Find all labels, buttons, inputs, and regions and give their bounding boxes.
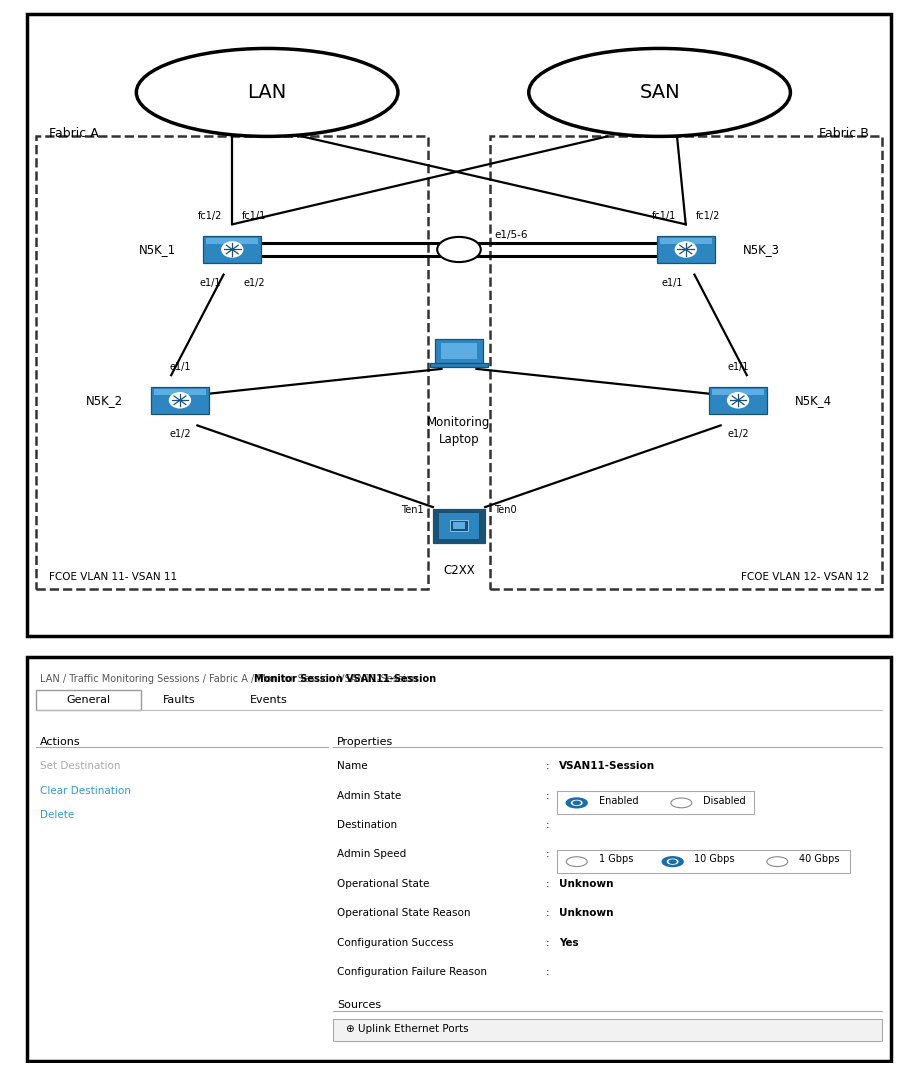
Text: 1 Gbps: 1 Gbps [599,854,633,865]
Text: Configuration Failure Reason: Configuration Failure Reason [337,967,487,977]
Text: e1/2: e1/2 [243,278,265,288]
Text: Ten0: Ten0 [494,505,517,516]
Text: Faults: Faults [162,695,196,705]
Text: Ten1: Ten1 [401,505,424,516]
Text: fc1/2: fc1/2 [695,212,720,221]
Text: Delete: Delete [40,810,74,821]
Text: Set Destination: Set Destination [40,761,121,771]
Text: Fabric A: Fabric A [50,127,99,140]
Text: Name: Name [337,761,367,771]
FancyBboxPatch shape [28,657,890,1061]
Text: Fabric B: Fabric B [819,127,869,140]
Circle shape [728,393,748,408]
Text: :: : [546,879,550,889]
FancyBboxPatch shape [451,520,467,532]
Circle shape [170,393,190,408]
FancyBboxPatch shape [453,522,465,529]
Text: Unknown: Unknown [559,879,614,889]
Circle shape [662,857,683,867]
Circle shape [669,860,677,863]
Text: N5K_3: N5K_3 [743,243,779,256]
Circle shape [572,800,582,806]
FancyBboxPatch shape [207,237,259,245]
Text: FCOE VLAN 11- VSAN 11: FCOE VLAN 11- VSAN 11 [50,572,177,582]
FancyBboxPatch shape [435,338,483,364]
Text: ⊕ Uplink Ethernet Ports: ⊕ Uplink Ethernet Ports [346,1024,468,1034]
Text: Monitoring
Laptop: Monitoring Laptop [427,416,491,446]
Text: fc1/2: fc1/2 [198,212,223,221]
Text: Actions: Actions [40,737,81,746]
Text: Clear Destination: Clear Destination [40,786,131,796]
Text: 10 Gbps: 10 Gbps [695,854,735,865]
Text: :: : [546,967,550,977]
Text: Operational State Reason: Operational State Reason [337,909,470,918]
Text: VSAN11-Session: VSAN11-Session [559,761,655,771]
FancyBboxPatch shape [154,389,207,395]
Text: Admin State: Admin State [337,790,401,800]
Ellipse shape [136,48,398,136]
Text: Sources: Sources [337,1000,381,1011]
FancyBboxPatch shape [431,363,487,367]
Ellipse shape [437,237,481,262]
Text: Yes: Yes [559,938,579,947]
FancyBboxPatch shape [433,509,485,542]
FancyBboxPatch shape [442,343,476,360]
Circle shape [222,242,242,257]
Text: fc1/1: fc1/1 [242,212,266,221]
Text: e1/2: e1/2 [727,429,749,438]
Text: Monitor Session VSAN11-Session: Monitor Session VSAN11-Session [253,673,436,683]
Ellipse shape [529,48,790,136]
Text: fc1/1: fc1/1 [652,212,676,221]
FancyBboxPatch shape [36,690,140,710]
Text: :: : [546,938,550,947]
FancyBboxPatch shape [660,237,712,245]
Text: Operational State: Operational State [337,879,430,889]
Text: :: : [546,909,550,918]
Text: e1/5-6: e1/5-6 [494,230,527,241]
Circle shape [573,801,580,804]
Text: Properties: Properties [337,737,393,746]
Text: e1/1: e1/1 [169,362,191,372]
Text: LAN: LAN [248,83,286,102]
FancyBboxPatch shape [439,513,479,539]
Circle shape [667,859,677,865]
FancyBboxPatch shape [28,14,890,636]
Circle shape [676,242,696,257]
Text: e1/1: e1/1 [662,278,683,288]
Text: Enabled: Enabled [599,796,638,806]
Text: General: General [66,695,110,705]
FancyBboxPatch shape [712,389,765,395]
Text: C2XX: C2XX [443,564,475,577]
Text: LAN / Traffic Monitoring Sessions / Fabric A / Monitor Session VSAN11-Session: LAN / Traffic Monitoring Sessions / Fabr… [40,673,419,683]
Text: e1/2: e1/2 [169,429,191,438]
Text: :: : [546,761,550,771]
FancyBboxPatch shape [204,236,261,263]
Text: N5K_2: N5K_2 [86,394,123,407]
Text: 40 Gbps: 40 Gbps [800,854,840,865]
Text: N5K_4: N5K_4 [795,394,832,407]
Circle shape [566,798,588,808]
Text: :: : [546,790,550,800]
Text: e1/1: e1/1 [727,362,749,372]
FancyBboxPatch shape [332,1019,882,1041]
Text: Events: Events [250,695,287,705]
Text: Configuration Success: Configuration Success [337,938,453,947]
Text: :: : [546,821,550,830]
Text: :: : [546,850,550,859]
Text: Unknown: Unknown [559,909,614,918]
FancyBboxPatch shape [710,387,767,413]
Text: e1/1: e1/1 [200,278,221,288]
FancyBboxPatch shape [151,387,208,413]
Text: Destination: Destination [337,821,397,830]
Text: SAN: SAN [639,83,680,102]
Text: Admin Speed: Admin Speed [337,850,406,859]
Text: Disabled: Disabled [703,796,745,806]
Text: N5K_1: N5K_1 [139,243,175,256]
FancyBboxPatch shape [556,792,754,814]
FancyBboxPatch shape [556,851,850,873]
Text: FCOE VLAN 12- VSAN 12: FCOE VLAN 12- VSAN 12 [741,572,869,582]
FancyBboxPatch shape [657,236,714,263]
